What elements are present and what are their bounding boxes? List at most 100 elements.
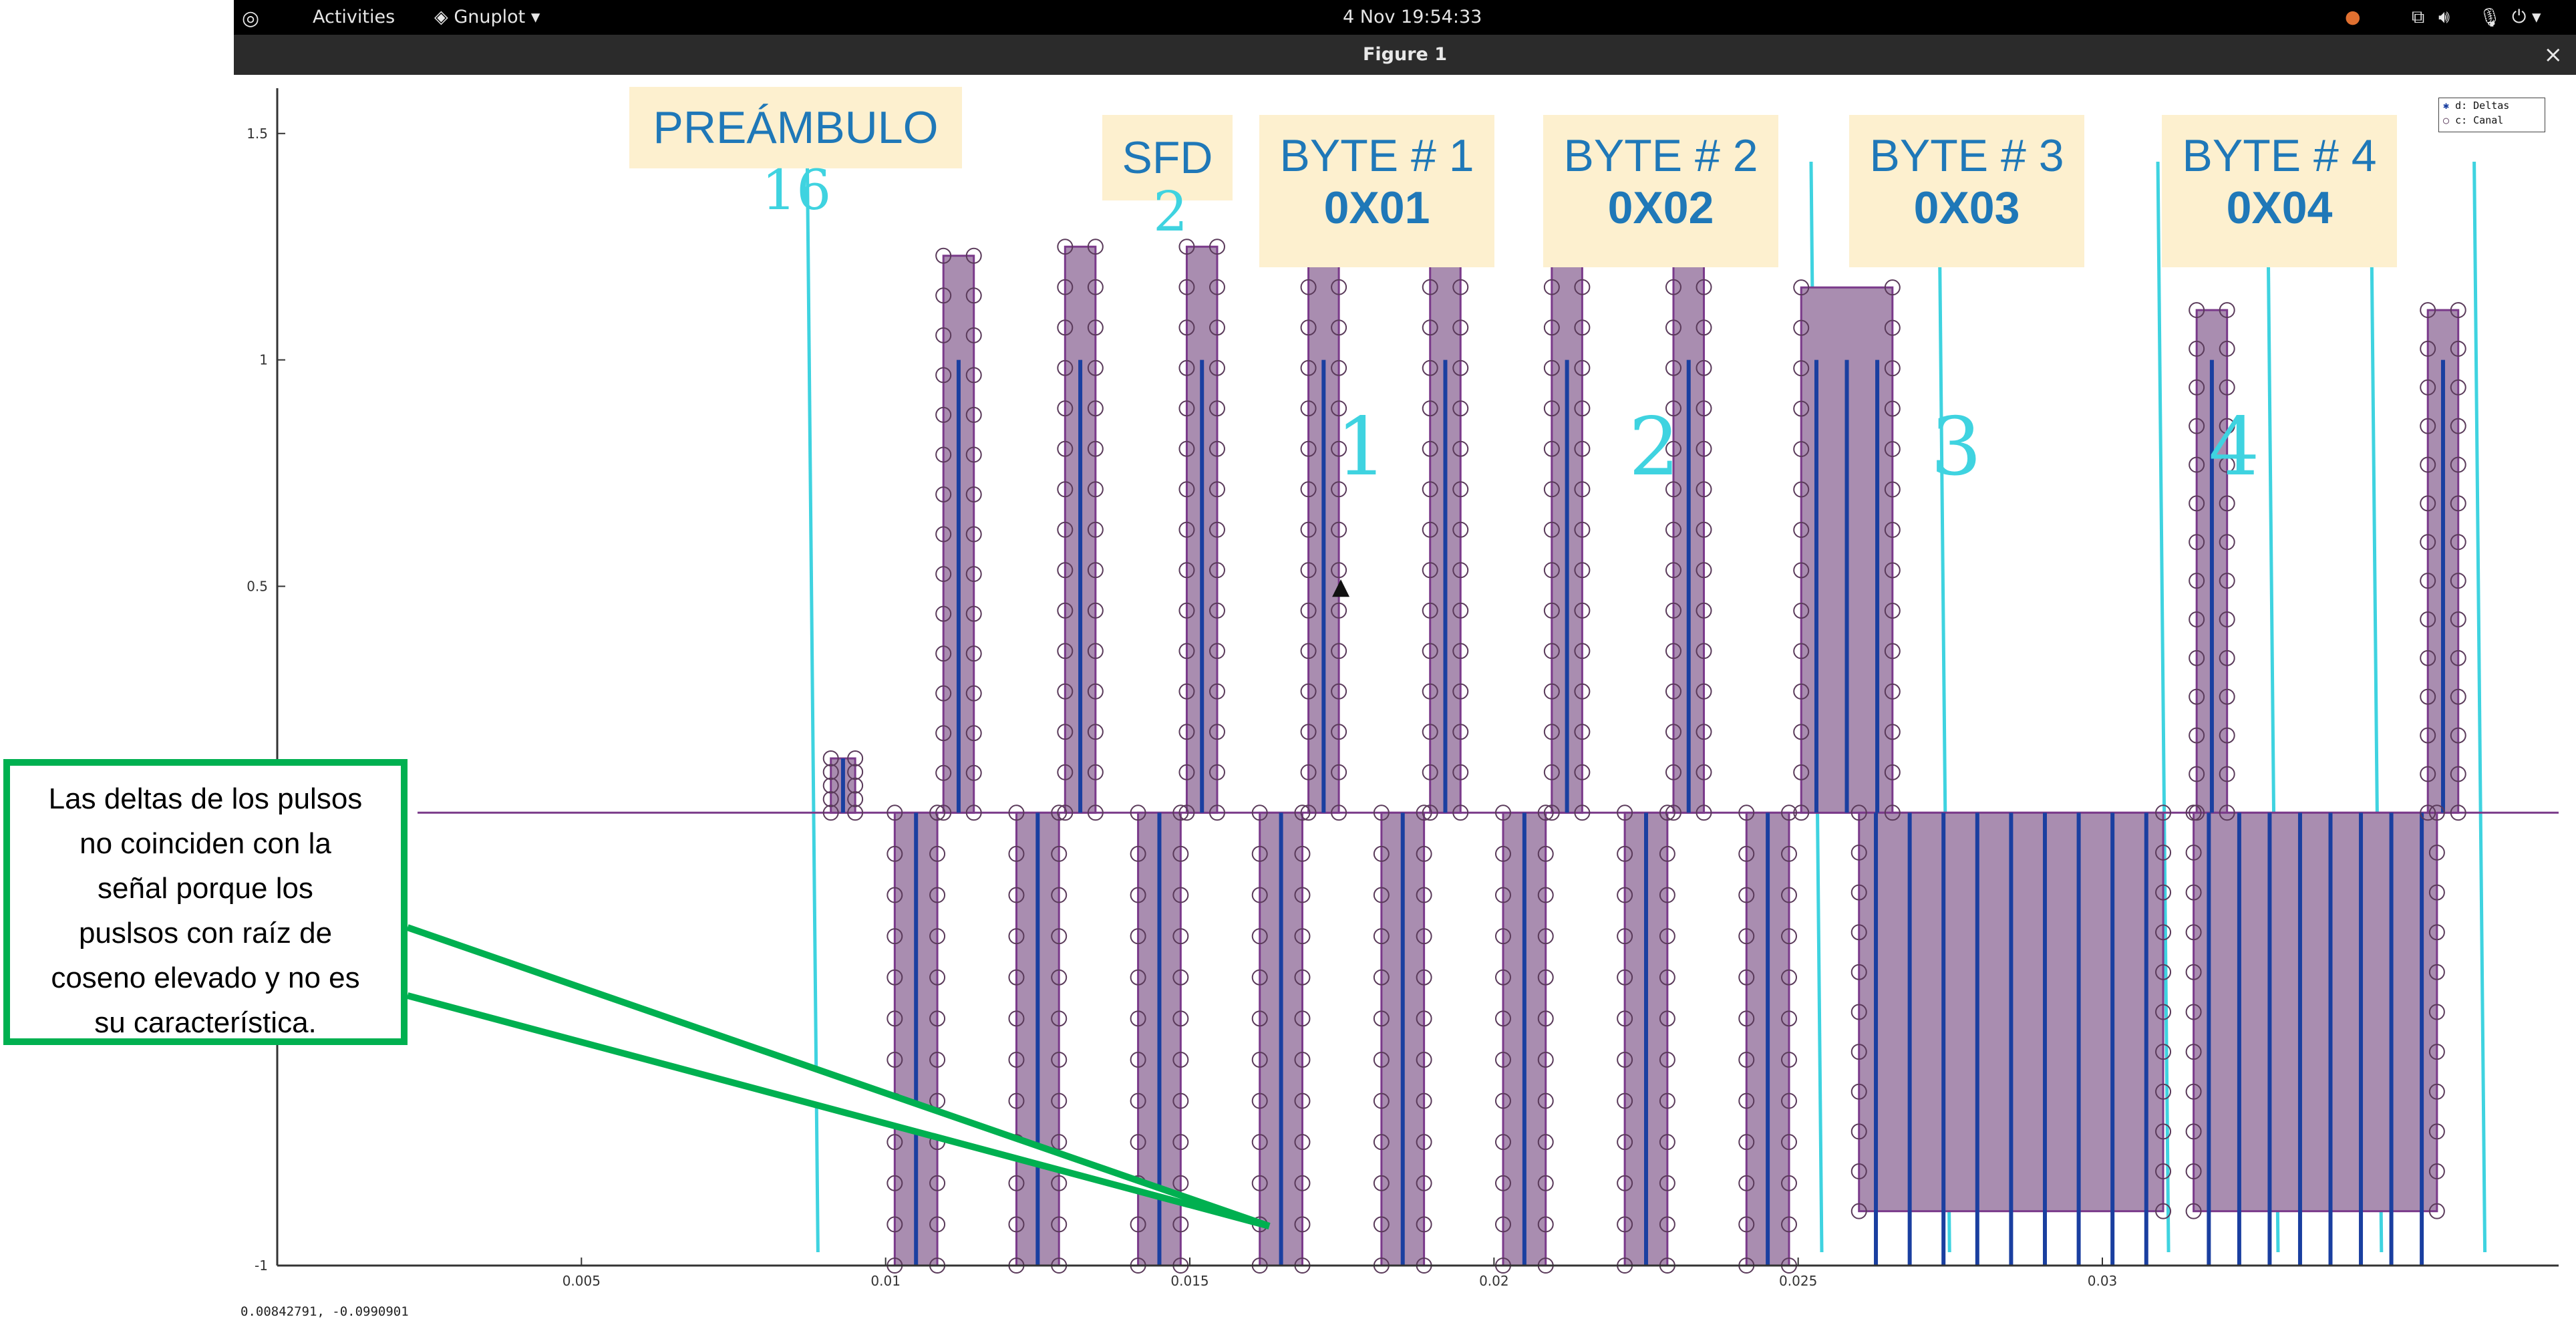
sample-marker [965,566,982,583]
sample-marker [935,446,952,463]
volume-icon[interactable]: 🔊︎ [2438,7,2450,27]
sample-marker [1422,683,1438,700]
app-menu-gnuplot[interactable]: ◈ Gnuplot ▾ [434,7,540,27]
plot-legend: ✱ d: Deltas ○ c: Canal [2438,98,2545,132]
sample-marker [1574,562,1591,579]
sample-marker [2428,884,2445,901]
sample-marker [1251,1092,1268,1109]
sample-marker [1617,887,1633,903]
sample-marker [1209,764,1225,780]
sample-marker [965,685,982,702]
sample-marker [1574,440,1591,457]
sample-marker [2428,1163,2445,1180]
close-icon[interactable]: × [2543,41,2563,68]
sample-marker [1008,1051,1025,1068]
sample-marker [1665,724,1681,740]
sample-marker [1087,643,1104,660]
sample-marker [1057,643,1074,660]
sample-marker [1422,602,1438,619]
sample-marker [1209,562,1225,579]
sample-marker [1452,602,1469,619]
sample-marker [1294,804,1311,821]
sample-marker [847,764,864,780]
microphone-icon[interactable]: 🎙︎ [2478,7,2502,28]
sample-marker [1172,928,1189,945]
sample-marker [1665,683,1681,700]
sample-marker [1087,602,1104,619]
sample-marker [1617,1092,1633,1109]
sample-marker [965,327,982,343]
sample-marker [1057,521,1074,538]
sample-marker [2219,804,2235,821]
sample-marker [1543,724,1560,740]
callout-line: no coinciden con la [79,827,331,860]
sample-marker [1373,887,1390,903]
sample-marker [1452,521,1469,538]
sample-marker [1251,887,1268,903]
sample-marker [1738,1134,1755,1151]
callout-line: su característica. [94,1006,317,1039]
sample-marker [2189,688,2205,705]
sample-marker [1051,804,1068,821]
byte-name: BYTE # 4 [2182,130,2377,181]
sample-marker [2219,534,2235,551]
sample-marker [1373,1010,1390,1027]
plot-canvas[interactable]: 0.005 0.01 0.015 0.02 0.025 0.03 -1 0.5 1 1.5 ✱ d… [234,75,2576,1318]
sample-marker [1696,602,1712,619]
sample-marker [1130,887,1146,903]
activities-button[interactable]: Activities [313,7,395,27]
sample-marker [1793,481,1810,498]
sample-marker [2185,964,2202,980]
sample-marker [1087,683,1104,700]
clock[interactable]: 4 Nov 19:54:33 [1343,7,1482,27]
sample-marker [1172,845,1189,862]
sample-marker [1178,400,1195,417]
sample-marker [1422,521,1438,538]
sample-marker [1665,481,1681,498]
sample-marker [1696,562,1712,579]
sample-marker [1617,969,1633,986]
sample-marker [1416,1092,1432,1109]
sample-marker [1130,1051,1146,1068]
sample-marker [2450,379,2466,396]
power-icon[interactable]: ⏻ ▾ [2512,7,2541,27]
sample-marker [1543,562,1560,579]
sample-marker [1251,928,1268,945]
sample-marker [1130,1216,1146,1233]
distro-logo-icon[interactable]: ◎ [242,7,260,30]
sample-marker [929,845,946,862]
sample-marker [1543,764,1560,780]
byte-value: 0X04 [2226,182,2333,233]
sample-marker [1659,928,1675,945]
sample-marker [1793,764,1810,780]
sample-marker [1696,279,1712,295]
sample-marker [2428,1083,2445,1100]
sample-marker [1130,1010,1146,1027]
sample-marker [1696,440,1712,457]
sample-marker [1172,887,1189,903]
sample-marker [1331,400,1347,417]
sample-marker [1294,1175,1311,1191]
sample-marker [1300,359,1317,376]
sample-marker [1057,319,1074,336]
sample-marker [2420,418,2436,434]
x-tick-label: 0.01 [870,1273,901,1289]
sample-marker [1543,481,1560,498]
sample-marker [2155,804,2172,821]
label-sfd-text: SFD [1122,132,1213,183]
sample-marker [1543,643,1560,660]
sample-marker [1057,359,1074,376]
sample-marker [2185,1123,2202,1140]
sample-marker [1659,887,1675,903]
sample-marker [2450,495,2466,512]
sample-marker [1422,562,1438,579]
sample-marker [1087,724,1104,740]
sample-marker [1574,643,1591,660]
status-indicator-icon[interactable]: ● [2345,7,2361,27]
sample-marker [1738,1175,1755,1191]
network-icon[interactable]: ⧉ [2412,7,2425,27]
sample-marker [1574,481,1591,498]
sample-marker [1781,969,1798,986]
sample-marker [2155,884,2172,901]
sample-marker [965,526,982,543]
